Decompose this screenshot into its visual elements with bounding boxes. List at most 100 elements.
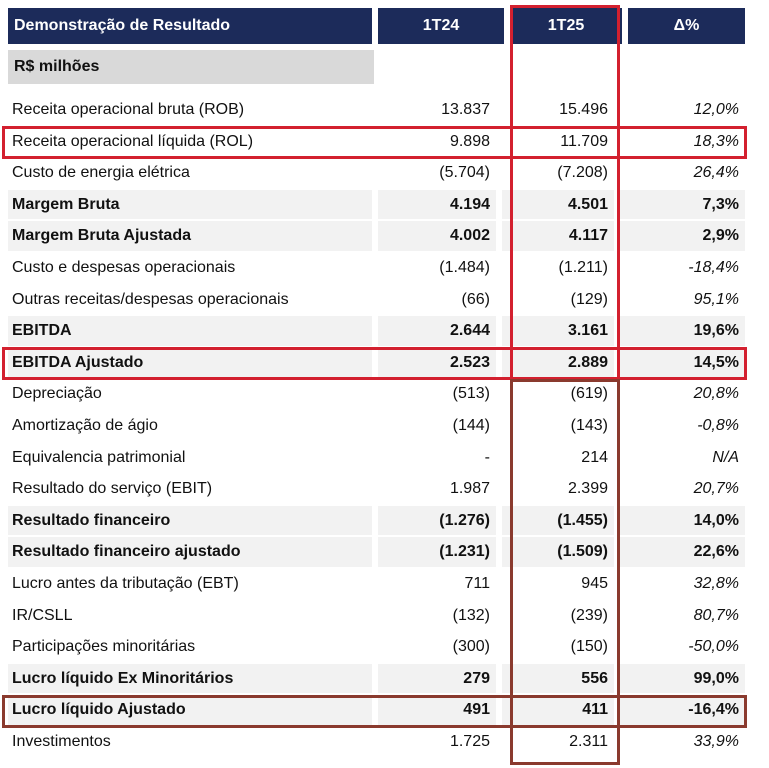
row-label: Amortização de ágio	[12, 416, 158, 434]
value-delta: 12,0%	[693, 101, 739, 118]
value-delta: 99,0%	[620, 663, 745, 694]
value-1t25: (239)	[570, 606, 608, 624]
value-1t25: (150)	[570, 638, 608, 656]
value-1t24: 4.002	[378, 221, 496, 251]
value-1t24: 2.644	[378, 316, 496, 346]
value-1t24: (144)	[452, 416, 490, 434]
table-row: Custo e despesas operacionais (1.484) (1.2…	[0, 252, 769, 284]
table-header: Demonstração de Resultado 1T24 1T25 Δ%	[8, 8, 745, 44]
table-row: Resultado financeiro ajustado (1.231) (1.5…	[0, 536, 769, 568]
row-label: Investimentos	[12, 732, 111, 750]
value-delta: 7,3%	[620, 189, 745, 220]
value-delta: 80,7%	[693, 606, 739, 624]
value-1t24: (5.704)	[439, 164, 490, 182]
row-label: EBITDA	[8, 316, 372, 346]
value-1t24: (1.231)	[378, 537, 496, 567]
row-label: Outras receitas/despesas operacionais	[12, 290, 289, 308]
value-delta: 95,1%	[693, 290, 739, 308]
value-1t25: (619)	[570, 385, 608, 403]
table-body: Receita operacional bruta (ROB) 13.837 15.…	[0, 94, 769, 757]
value-1t24: 9.898	[449, 132, 490, 150]
value-1t25: (1.455)	[502, 505, 614, 536]
table-row: Resultado financeiro (1.276) (1.455) 14,0%	[0, 505, 769, 537]
value-delta: 20,7%	[693, 480, 739, 498]
row-label: Lucro líquido Ajustado	[8, 695, 372, 725]
value-1t25: (143)	[570, 416, 608, 434]
value-1t25: 945	[581, 574, 608, 592]
value-1t25: 15.496	[559, 101, 608, 118]
table-row: Outras receitas/despesas operacionais (66…	[0, 284, 769, 316]
table-row: Investimentos 1.725 2.311 33,9%	[0, 726, 769, 758]
value-1t24: 1.987	[449, 480, 490, 498]
value-1t25: 2.889	[502, 347, 614, 378]
value-delta: 2,9%	[620, 221, 745, 251]
value-1t24: -	[484, 448, 490, 466]
unit-label: R$ milhões	[8, 50, 374, 84]
value-1t25: 4.501	[502, 189, 614, 220]
value-delta: 33,9%	[693, 732, 739, 750]
table-row: Receita operacional líquida (ROL) 9.898 11…	[0, 126, 769, 158]
value-1t25: 2.311	[569, 732, 608, 750]
row-label: Receita operacional bruta (ROB)	[12, 101, 245, 118]
row-label: Custo de energia elétrica	[12, 164, 190, 182]
table-row: EBITDA Ajustado 2.523 2.889 14,5%	[0, 347, 769, 379]
row-label: Receita operacional líquida (ROL)	[12, 132, 254, 150]
table-row: Depreciação (513) (619) 20,8%	[0, 378, 769, 410]
table-title: Demonstração de Resultado	[8, 8, 372, 44]
row-label: Margem Bruta	[8, 189, 372, 220]
value-1t24: (66)	[461, 290, 490, 308]
value-delta: 19,6%	[620, 316, 745, 346]
row-label: Participações minoritárias	[12, 638, 196, 656]
value-1t24: 1.725	[449, 732, 490, 750]
row-label: EBITDA Ajustado	[8, 347, 372, 378]
table-row: Resultado do serviço (EBIT) 1.987 2.399 20,…	[0, 473, 769, 505]
row-label: Lucro antes da tributação (EBT)	[12, 574, 239, 592]
value-delta: 20,8%	[693, 385, 739, 403]
value-delta: -50,0%	[688, 638, 739, 656]
table-row: EBITDA 2.644 3.161 19,6%	[0, 315, 769, 347]
value-1t24: 2.523	[378, 347, 496, 378]
value-1t25: 3.161	[502, 316, 614, 346]
row-label: Resultado financeiro	[8, 505, 372, 536]
value-1t25: 2.399	[567, 480, 608, 498]
row-label: Resultado financeiro ajustado	[8, 537, 372, 567]
value-1t24: (1.484)	[439, 258, 490, 276]
column-header-1t24: 1T24	[378, 8, 504, 44]
table-row: Amortização de ágio (144) (143) -0,8%	[0, 410, 769, 442]
row-label: Equivalencia patrimonial	[12, 448, 186, 466]
value-delta: 22,6%	[620, 537, 745, 567]
value-delta: -0,8%	[697, 416, 739, 434]
table-row: IR/CSLL (132) (239) 80,7%	[0, 600, 769, 632]
value-1t25: 4.117	[502, 221, 614, 251]
value-delta: N/A	[712, 448, 739, 466]
value-1t25: (7.208)	[557, 164, 608, 182]
table-row: Receita operacional bruta (ROB) 13.837 15.…	[0, 94, 769, 126]
value-1t24: 4.194	[378, 189, 496, 220]
value-delta: 32,8%	[693, 574, 739, 592]
value-1t25: 556	[502, 663, 614, 694]
value-1t24: 491	[378, 695, 496, 725]
value-1t25: 11.709	[560, 132, 608, 150]
table-row: Participações minoritárias (300) (150) -50,…	[0, 631, 769, 663]
table-row: Margem Bruta Ajustada 4.002 4.117 2,9%	[0, 220, 769, 252]
value-1t25: (1.211)	[558, 258, 608, 276]
value-delta: 14,0%	[620, 505, 745, 536]
table-row: Lucro antes da tributação (EBT) 711 945 32,…	[0, 568, 769, 600]
column-header-delta: Δ%	[628, 8, 745, 44]
value-1t24: 13.837	[441, 101, 490, 118]
row-label: Lucro líquido Ex Minoritários	[8, 663, 372, 694]
value-1t25: (1.509)	[502, 537, 614, 567]
value-1t24: 279	[378, 663, 496, 694]
value-delta: -18,4%	[688, 258, 739, 276]
table-row: Margem Bruta 4.194 4.501 7,3%	[0, 189, 769, 221]
table-row: Lucro líquido Ex Minoritários 279 556 99,0%	[0, 663, 769, 695]
row-label: Margem Bruta Ajustada	[8, 221, 372, 251]
value-delta: 14,5%	[620, 347, 745, 378]
row-label: Depreciação	[12, 385, 102, 403]
value-1t24: (1.276)	[378, 505, 496, 536]
row-label: Resultado do serviço (EBIT)	[12, 480, 213, 498]
value-1t24: (132)	[452, 606, 490, 624]
value-delta: 18,3%	[693, 132, 739, 150]
table-row: Custo de energia elétrica (5.704) (7.208) 2…	[0, 157, 769, 189]
value-1t25: (129)	[570, 290, 608, 308]
